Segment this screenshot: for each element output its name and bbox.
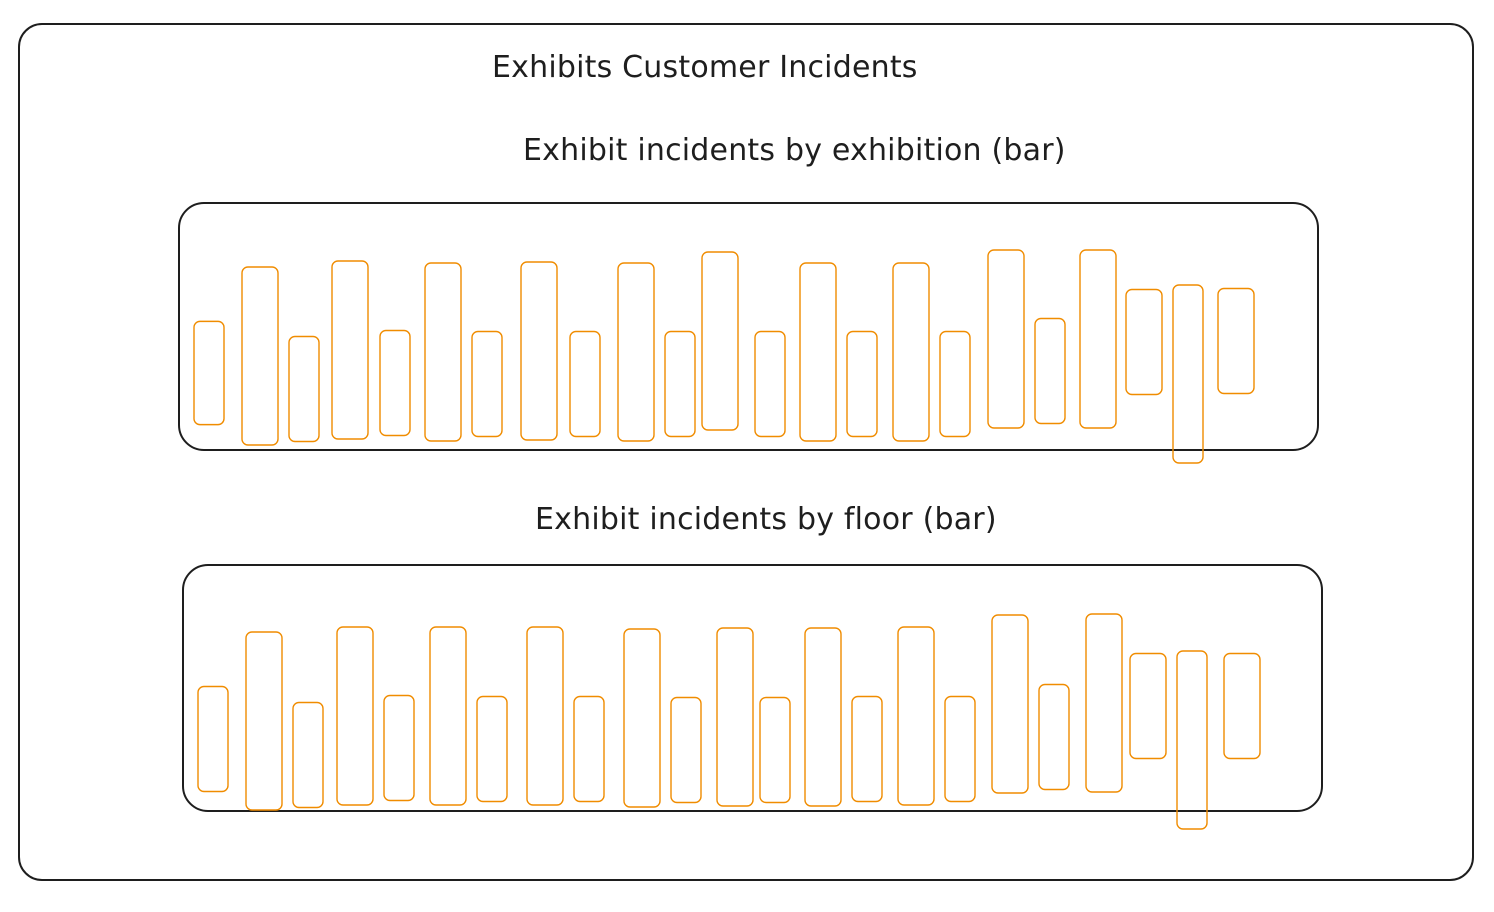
bar-exhibition-13 xyxy=(754,330,786,438)
bar-exhibition-22 xyxy=(1172,284,1204,464)
bar-exhibition-6 xyxy=(424,262,462,442)
bar-floor-9 xyxy=(573,695,605,803)
bar-exhibition-3 xyxy=(288,335,320,443)
bar-exhibition-10 xyxy=(617,262,655,442)
bar-exhibition-11 xyxy=(664,330,696,438)
bar-floor-14 xyxy=(804,627,842,807)
bar-exhibition-7 xyxy=(471,330,503,438)
bar-floor-10 xyxy=(623,628,661,808)
bar-floor-11 xyxy=(670,696,702,804)
bar-floor-1 xyxy=(197,685,229,793)
bar-exhibition-20 xyxy=(1079,249,1117,429)
dashboard-frame xyxy=(18,23,1474,881)
bar-floor-15 xyxy=(851,695,883,803)
bar-floor-20 xyxy=(1085,613,1123,793)
bar-exhibition-16 xyxy=(892,262,930,442)
chart-panel-floor[interactable] xyxy=(182,564,1323,812)
bar-exhibition-21 xyxy=(1125,288,1163,396)
bar-exhibition-5 xyxy=(379,329,411,437)
bar-floor-6 xyxy=(429,626,467,806)
bar-floor-12 xyxy=(716,627,754,807)
bar-exhibition-8 xyxy=(520,261,558,441)
bar-exhibition-18 xyxy=(987,249,1025,429)
bar-floor-17 xyxy=(944,695,976,803)
bar-floor-3 xyxy=(292,701,324,809)
bar-exhibition-19 xyxy=(1034,317,1066,425)
chart-title-floor: Exhibit incidents by floor (bar) xyxy=(535,502,997,537)
bar-exhibition-2 xyxy=(241,266,279,446)
bar-floor-13 xyxy=(759,696,791,804)
bar-floor-19 xyxy=(1038,683,1070,791)
bar-exhibition-15 xyxy=(846,330,878,438)
bar-floor-5 xyxy=(383,694,415,802)
bar-exhibition-1 xyxy=(193,320,225,426)
bar-exhibition-14 xyxy=(799,262,837,442)
bar-floor-21 xyxy=(1129,652,1167,760)
chart-title-exhibition: Exhibit incidents by exhibition (bar) xyxy=(523,133,1066,168)
bar-exhibition-9 xyxy=(569,330,601,438)
bar-floor-7 xyxy=(476,695,508,803)
bar-floor-18 xyxy=(991,614,1029,794)
bar-floor-2 xyxy=(245,631,283,811)
bar-floor-22 xyxy=(1176,650,1208,830)
bar-exhibition-12 xyxy=(701,251,739,431)
chart-panel-exhibition[interactable] xyxy=(178,202,1319,451)
bar-floor-16 xyxy=(897,626,935,806)
page-title: Exhibits Customer Incidents xyxy=(492,50,918,85)
bar-floor-4 xyxy=(336,626,374,806)
bar-exhibition-4 xyxy=(331,260,369,440)
bar-floor-8 xyxy=(526,626,564,806)
bar-floor-23 xyxy=(1223,652,1261,760)
bar-exhibition-17 xyxy=(939,330,971,438)
bar-exhibition-23 xyxy=(1217,287,1255,395)
